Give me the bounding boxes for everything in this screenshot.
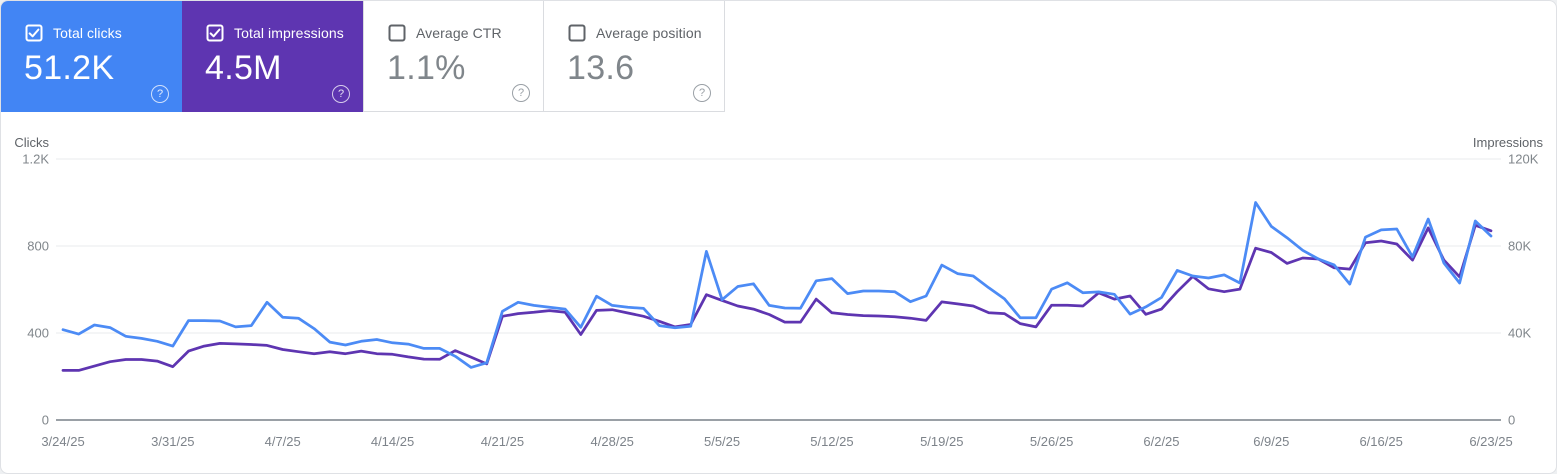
card-label: Total impressions — [234, 25, 344, 41]
right-axis-tick: 80K — [1508, 239, 1531, 254]
left-axis-title: Clicks — [14, 135, 49, 150]
help-glyph: ? — [517, 86, 525, 99]
x-axis-tick: 3/24/25 — [41, 434, 84, 449]
x-axis-tick: 6/16/25 — [1359, 434, 1402, 449]
card-average-position[interactable]: Average position 13.6 ? — [544, 1, 725, 112]
card-value: 1.1% — [387, 49, 466, 87]
right-axis-tick: 0 — [1508, 413, 1515, 428]
help-glyph: ? — [156, 87, 164, 100]
card-value: 51.2K — [24, 49, 115, 87]
left-axis-tick: 800 — [27, 239, 49, 254]
x-axis-tick: 5/12/25 — [810, 434, 853, 449]
help-icon[interactable]: ? — [332, 85, 350, 103]
x-axis-tick: 6/2/25 — [1143, 434, 1179, 449]
x-axis-tick: 4/14/25 — [371, 434, 414, 449]
card-total-impressions[interactable]: Total impressions 4.5M ? — [182, 1, 363, 112]
left-axis-tick: 0 — [42, 413, 49, 428]
right-axis-tick: 120K — [1508, 152, 1539, 167]
help-glyph: ? — [698, 86, 706, 99]
card-average-ctr[interactable]: Average CTR 1.1% ? — [363, 1, 544, 112]
card-value: 13.6 — [567, 49, 635, 87]
x-axis-tick: 4/28/25 — [591, 434, 634, 449]
help-icon[interactable]: ? — [693, 84, 711, 102]
checkbox-unchecked-icon[interactable] — [388, 24, 406, 42]
metric-cards: Total clicks 51.2K ? Total impressions 4… — [1, 1, 725, 112]
card-label: Average position — [596, 25, 702, 41]
help-glyph: ? — [337, 87, 345, 100]
help-icon[interactable]: ? — [512, 84, 530, 102]
left-axis-tick: 400 — [27, 326, 49, 341]
x-axis-tick: 5/26/25 — [1030, 434, 1073, 449]
card-value: 4.5M — [205, 49, 282, 87]
x-axis-tick: 4/7/25 — [265, 434, 301, 449]
x-axis-tick: 5/5/25 — [704, 434, 740, 449]
card-label: Total clicks — [53, 25, 122, 41]
impressions-line[interactable] — [61, 223, 1493, 372]
card-label: Average CTR — [416, 25, 502, 41]
left-axis-tick: 1.2K — [22, 152, 49, 167]
right-axis-title: Impressions — [1473, 135, 1544, 150]
x-axis-tick: 6/9/25 — [1253, 434, 1289, 449]
checkbox-checked-icon[interactable] — [25, 24, 43, 42]
x-axis-tick: 3/31/25 — [151, 434, 194, 449]
right-axis-tick: 40K — [1508, 326, 1531, 341]
x-axis-tick: 4/21/25 — [481, 434, 524, 449]
checkbox-checked-icon[interactable] — [206, 24, 224, 42]
x-axis-tick: 5/19/25 — [920, 434, 963, 449]
card-total-clicks[interactable]: Total clicks 51.2K ? — [1, 1, 182, 112]
x-axis-tick: 6/23/25 — [1469, 434, 1512, 449]
help-icon[interactable]: ? — [151, 85, 169, 103]
checkbox-unchecked-icon[interactable] — [568, 24, 586, 42]
clicks-line[interactable] — [61, 201, 1493, 369]
